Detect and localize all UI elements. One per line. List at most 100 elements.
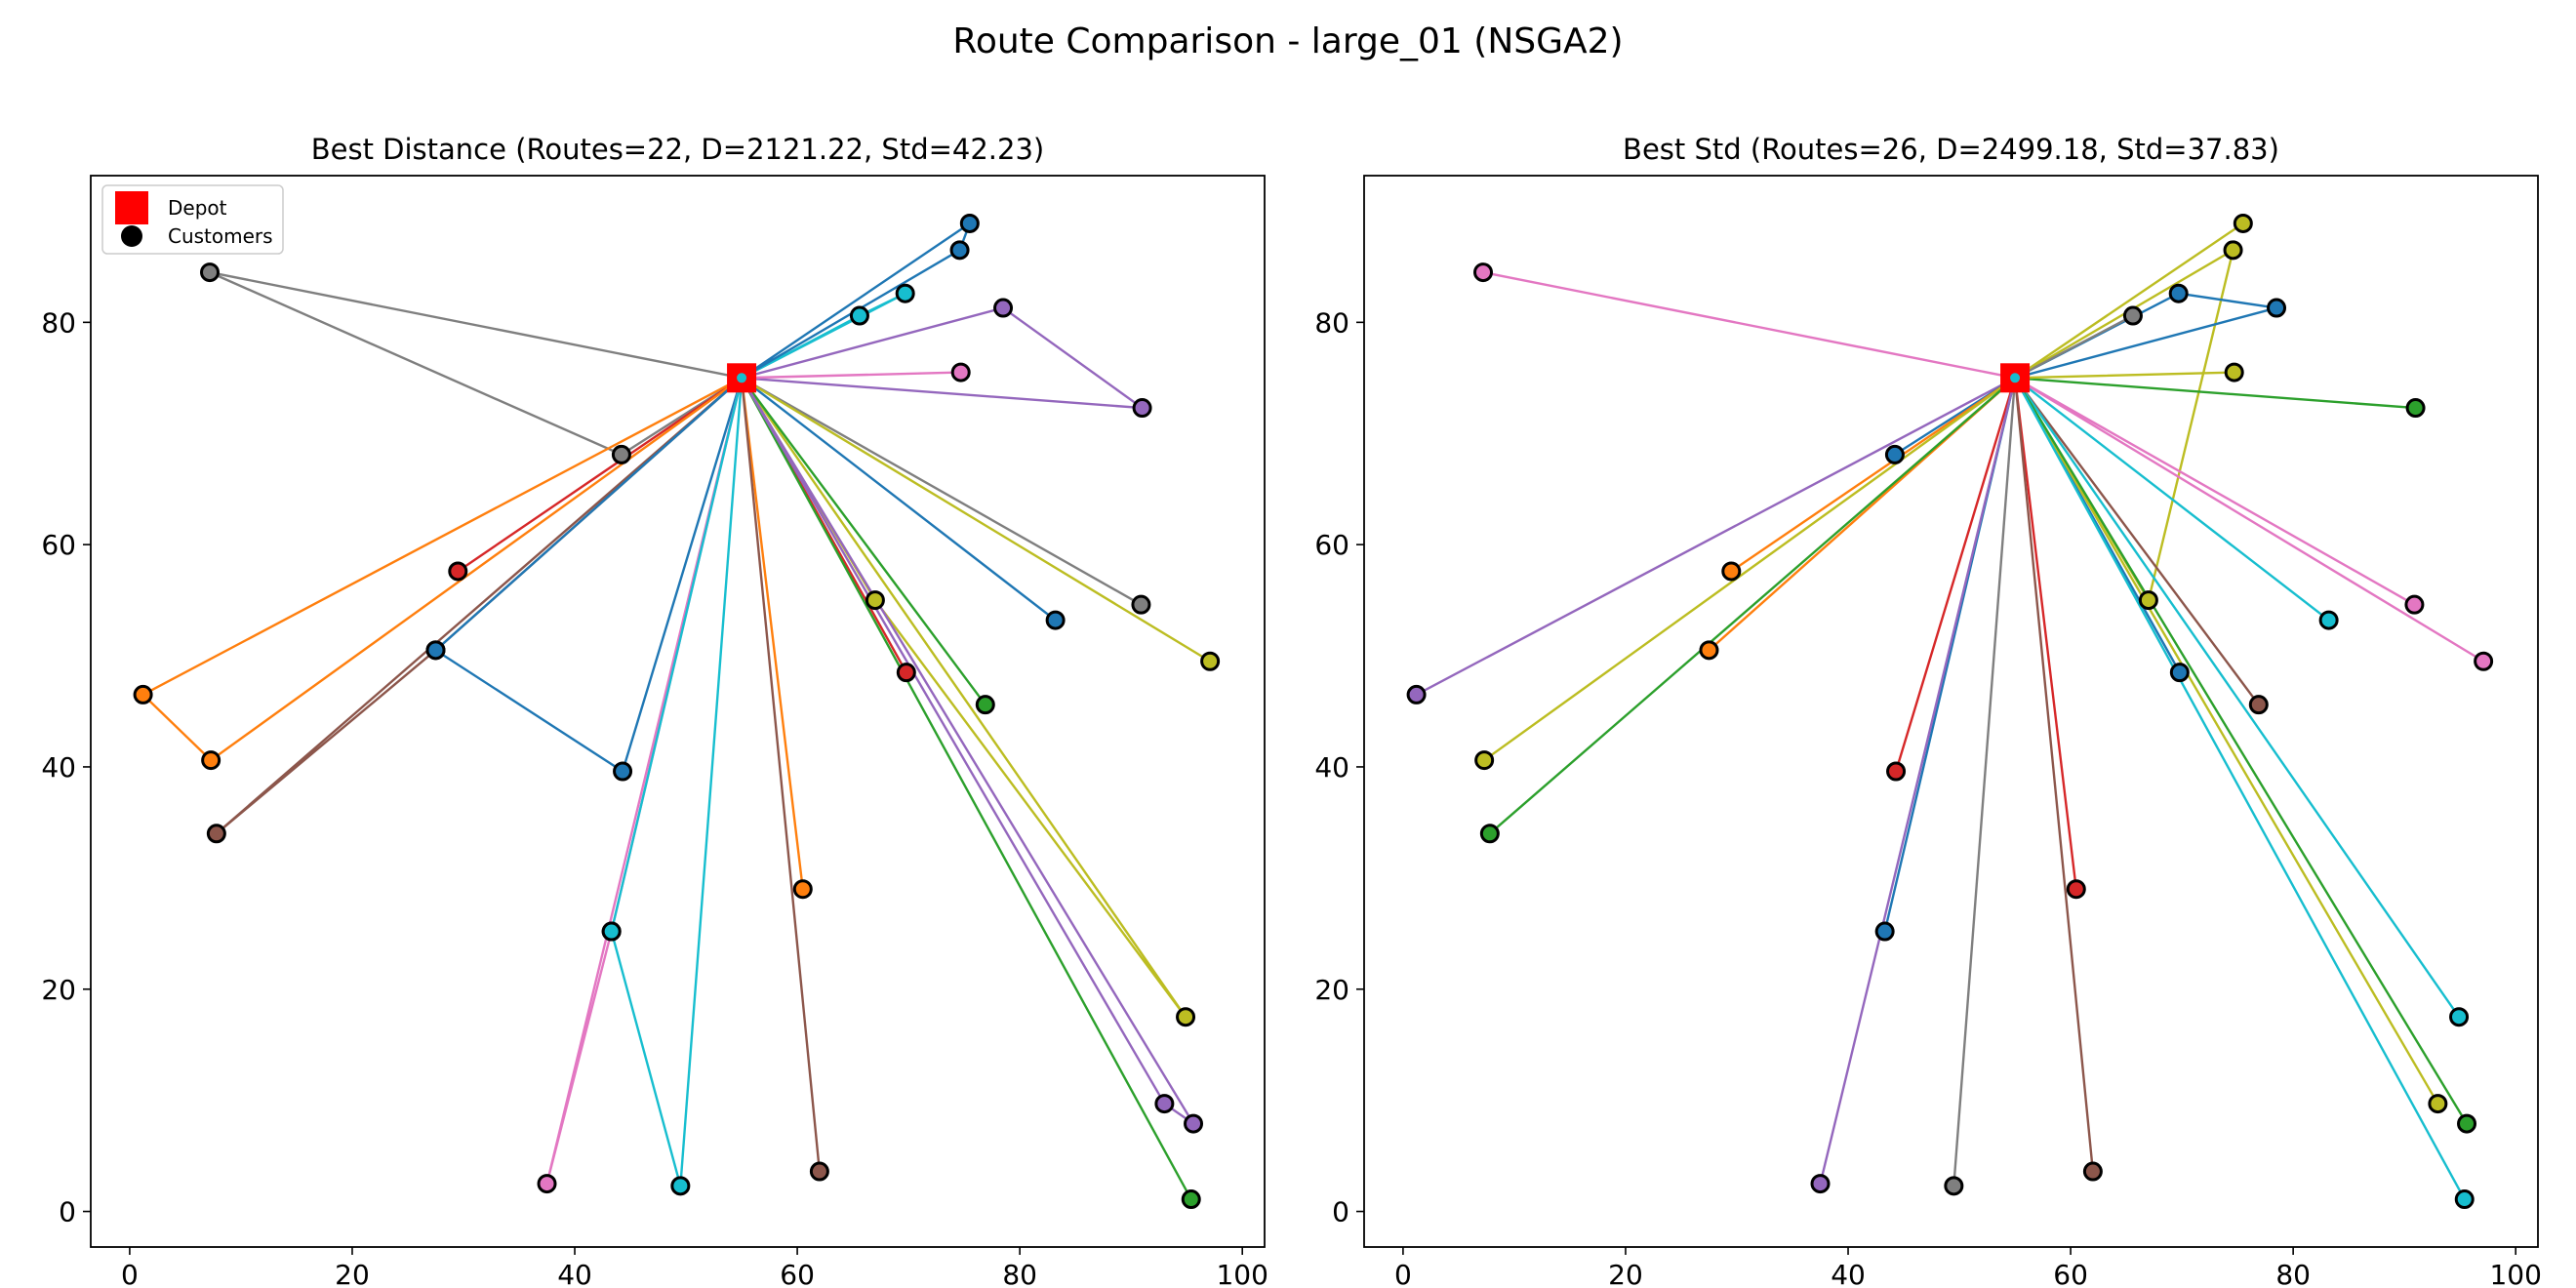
customer-point — [1810, 1174, 1831, 1194]
x-tick-label: 60 — [780, 1259, 815, 1288]
y-tick-label: 0 — [1332, 1196, 1349, 1228]
figure-title: Route Comparison - large_01 (NSGA2) — [952, 21, 1623, 61]
chart-panel-1: Best Distance (Routes=22, D=2121.22, Std… — [41, 133, 1268, 1288]
customer-point — [1176, 1007, 1196, 1027]
customer-point — [1154, 1094, 1175, 1114]
x-tick-label: 40 — [557, 1259, 592, 1288]
customer-points — [1406, 213, 2494, 1210]
legend-depot-swatch — [115, 191, 148, 224]
customer-point — [670, 1176, 691, 1196]
customer-point — [425, 640, 446, 661]
customer-point — [1884, 444, 1905, 464]
y-tick-label: 80 — [41, 306, 76, 339]
legend: Depot Customers — [101, 184, 284, 255]
y-tick-label: 0 — [59, 1196, 76, 1228]
y-tick-label: 40 — [41, 751, 76, 784]
customer-point — [1473, 262, 1494, 283]
customer-point — [200, 262, 221, 283]
customer-point — [2223, 240, 2243, 261]
route-line — [2014, 314, 2135, 380]
customer-point — [1131, 594, 1151, 615]
customer-point — [865, 590, 885, 611]
y-tick-label: 40 — [1314, 751, 1349, 784]
route-line — [741, 377, 986, 706]
customer-point — [2138, 590, 2158, 611]
customer-point — [2404, 594, 2425, 615]
route-line — [215, 377, 743, 835]
route-line — [741, 292, 906, 380]
customer-point — [1886, 761, 1907, 782]
customer-point — [1406, 684, 1427, 704]
route-line — [2014, 377, 2260, 706]
route-line — [741, 377, 1212, 663]
y-tick-label: 60 — [1314, 529, 1349, 561]
y-tick-label: 60 — [41, 529, 76, 561]
customer-point — [2474, 651, 2494, 671]
customer-point — [1944, 1176, 1964, 1196]
customer-point — [1181, 1189, 1201, 1210]
x-tick-label: 100 — [1216, 1259, 1268, 1288]
customer-point — [895, 283, 915, 303]
customer-point — [1200, 651, 1221, 671]
route-line — [2014, 377, 2461, 1019]
x-tick-label: 60 — [2053, 1259, 2088, 1288]
route-line — [2014, 377, 2439, 1106]
customer-point — [809, 1161, 829, 1182]
route-line — [1819, 378, 2017, 1186]
route-line — [741, 377, 1057, 622]
y-tick-label: 20 — [1314, 974, 1349, 1006]
customer-point — [206, 824, 226, 844]
customer-point — [2405, 398, 2426, 419]
customer-point — [537, 1174, 557, 1194]
route-line — [2014, 377, 2330, 622]
panel-title: Best Std (Routes=26, D=2499.18, Std=37.8… — [1623, 133, 2279, 166]
chart-panels: Best Distance (Routes=22, D=2121.22, Std… — [41, 133, 2542, 1288]
route-line — [434, 377, 744, 773]
x-tick-label: 40 — [1831, 1259, 1866, 1288]
route-line — [741, 377, 1187, 1019]
route-line — [741, 221, 972, 380]
customer-point — [133, 684, 153, 704]
customer-point — [611, 444, 631, 464]
route-line — [2014, 377, 2469, 1125]
x-tick-label: 20 — [1608, 1259, 1643, 1288]
route-line — [610, 378, 744, 1187]
route-line — [141, 377, 743, 762]
legend-depot-label: Depot — [168, 196, 227, 220]
customer-point — [950, 362, 971, 382]
axes-frame — [90, 175, 1266, 1248]
customer-point — [2082, 1161, 2103, 1182]
route-line — [741, 377, 1143, 606]
route-line — [2014, 377, 2485, 663]
customer-point — [1874, 921, 1895, 942]
customer-point — [2457, 1113, 2477, 1134]
customer-point — [1474, 750, 1495, 771]
customer-point — [2066, 879, 2086, 900]
legend-customers-swatch — [121, 225, 142, 247]
x-tick-label: 20 — [335, 1259, 370, 1288]
customer-point — [2428, 1094, 2448, 1114]
customer-point — [1479, 824, 1500, 844]
route-line — [742, 371, 962, 380]
customer-point — [896, 663, 916, 683]
customer-point — [2233, 213, 2253, 233]
depot-center-dot — [737, 373, 747, 383]
chart-panel-2: Best Std (Routes=26, D=2499.18, Std=37.8… — [1314, 133, 2542, 1288]
route-line — [1488, 377, 2016, 835]
route-line — [457, 377, 743, 573]
depot-center-dot — [2010, 373, 2021, 383]
customer-point — [613, 761, 633, 782]
panel-title: Best Distance (Routes=22, D=2121.22, Std… — [311, 133, 1045, 166]
x-tick-label: 100 — [2489, 1259, 2541, 1288]
customer-point — [2267, 298, 2287, 318]
customer-point — [959, 213, 980, 233]
customer-point — [1184, 1113, 1204, 1134]
customer-points — [133, 213, 1221, 1210]
customer-point — [2454, 1189, 2475, 1210]
x-tick-label: 0 — [121, 1259, 139, 1288]
route-lines — [141, 221, 1212, 1201]
customer-point — [792, 879, 813, 900]
route-line — [208, 270, 743, 457]
route-line — [741, 306, 1144, 410]
route-line — [1894, 377, 2017, 773]
